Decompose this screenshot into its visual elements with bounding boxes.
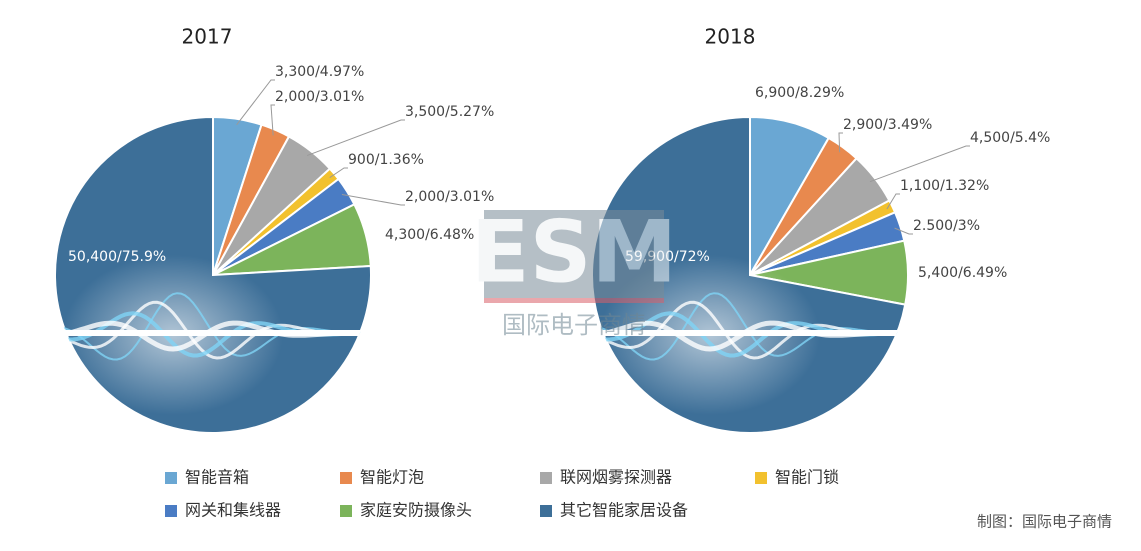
watermark-stripe <box>484 298 664 303</box>
value-label: 2.500/3% <box>913 218 980 234</box>
value-label: 900/1.36% <box>348 152 424 168</box>
wave-band <box>592 330 908 336</box>
value-label: 4,500/5.4% <box>970 130 1050 146</box>
leader-line <box>306 119 405 157</box>
value-label: 6,900/8.29% <box>755 85 844 101</box>
leader-line <box>886 193 900 210</box>
legend-label: 网关和集线器 <box>185 501 281 520</box>
legend-label: 家庭安防摄像头 <box>360 501 472 520</box>
legend-swatch <box>540 472 552 484</box>
value-label: 1,100/1.32% <box>900 178 989 194</box>
legend-label: 智能灯泡 <box>360 468 424 487</box>
legend-label: 智能门锁 <box>775 468 839 487</box>
leader-line <box>341 193 405 206</box>
pies: 2017 3,300/4.97% 2,000/3.01% 3,500/5.27% 900… <box>54 25 1050 434</box>
pie-group: 2018 6,900/8.29% 2,900/3.49% 4,500/5.4% 1,10… <box>591 25 1050 434</box>
watermark-name: 国际电子商情 <box>502 311 646 339</box>
leader-line <box>894 227 913 235</box>
value-label: 4,300/6.48% <box>385 227 474 243</box>
legend-label: 其它智能家居设备 <box>560 501 688 520</box>
leader-line <box>329 167 348 179</box>
legend-label: 联网烟雾探测器 <box>560 468 672 487</box>
value-label: 2,000/3.01% <box>405 189 494 205</box>
pie-title: 2018 <box>705 25 756 49</box>
legend-swatch <box>340 505 352 517</box>
value-label: 2,900/3.49% <box>843 117 932 133</box>
leader-line <box>838 132 843 153</box>
pie-group: 2017 3,300/4.97% 2,000/3.01% 3,500/5.27% 900… <box>54 25 494 434</box>
value-label: 2,000/3.01% <box>275 89 364 105</box>
footer: 制图：国际电子商情 <box>977 513 1112 531</box>
legend-swatch <box>165 472 177 484</box>
leader-line <box>270 104 275 136</box>
watermark-logo: ESM <box>471 202 677 302</box>
wave-decoration <box>55 255 371 415</box>
value-label: 3,300/4.97% <box>275 64 364 80</box>
wave-band <box>55 330 371 336</box>
watermark: ESM 国际电子商情 <box>471 202 677 339</box>
legend-swatch <box>165 505 177 517</box>
pie-title: 2017 <box>182 25 233 49</box>
value-label: 5,400/6.49% <box>918 265 1007 281</box>
legend-swatch <box>755 472 767 484</box>
legend-swatch <box>540 505 552 517</box>
legend-swatch <box>340 472 352 484</box>
value-label: 3,500/5.27% <box>405 104 494 120</box>
watermark-box <box>484 210 664 302</box>
legend-label: 智能音箱 <box>185 468 249 487</box>
leader-line <box>869 145 970 183</box>
leader-line <box>236 79 275 126</box>
